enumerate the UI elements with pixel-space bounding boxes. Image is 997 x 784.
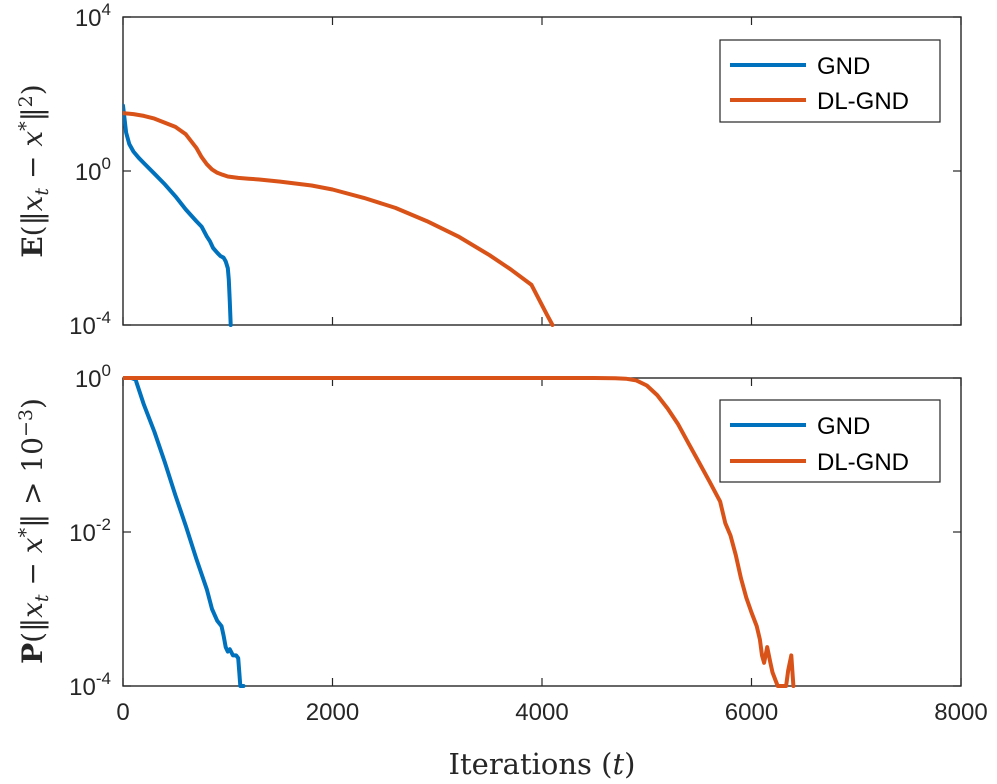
top-legend-dlgnd-label: DL-GND <box>817 88 909 115</box>
bottom-legend: GND DL-GND <box>719 399 941 483</box>
top-legend-gnd-label: GND <box>817 53 870 80</box>
bottom-ytick-label: 10-4 <box>69 669 111 701</box>
x-tick-label: 4000 <box>515 699 568 726</box>
bottom-series-gnd-line <box>123 376 246 688</box>
top-y-axis-label: E(‖xt − x*‖2) <box>15 84 53 257</box>
bottom-legend-dlgnd-label: DL-GND <box>817 449 909 476</box>
bottom-legend-gnd-label: GND <box>817 413 870 440</box>
top-panel: 10-4 100 104 E(‖xt − x*‖2) GND DL-GND <box>15 0 962 340</box>
top-series-dl-gnd-line <box>123 111 555 327</box>
top-series-gnd-line <box>123 103 233 327</box>
x-tick-label: 6000 <box>725 699 778 726</box>
top-legend-box <box>719 39 941 123</box>
bottom-series-dl-gnd-line <box>123 376 796 688</box>
top-legend: GND DL-GND <box>719 39 941 123</box>
x-tick-label: 0 <box>116 699 129 726</box>
x-tick-label: 8000 <box>934 699 987 726</box>
bottom-y-axis-label: P(‖xt − x*‖ > 10−3) <box>15 398 53 664</box>
bottom-ytick-label: 10-2 <box>69 515 111 547</box>
bottom-legend-box <box>719 399 941 483</box>
top-ytick-label: 10-4 <box>69 308 111 340</box>
top-ytick-label: 100 <box>75 154 111 186</box>
top-ytick-label: 104 <box>75 0 111 32</box>
bottom-panel: 10-4 10-2 100 0 2000 4000 6000 8000 P(‖xt − x*… <box>15 361 988 781</box>
bottom-ytick-label: 100 <box>75 361 111 393</box>
x-axis-label: Iterations (t) <box>449 747 636 781</box>
x-tick-label: 2000 <box>306 699 359 726</box>
